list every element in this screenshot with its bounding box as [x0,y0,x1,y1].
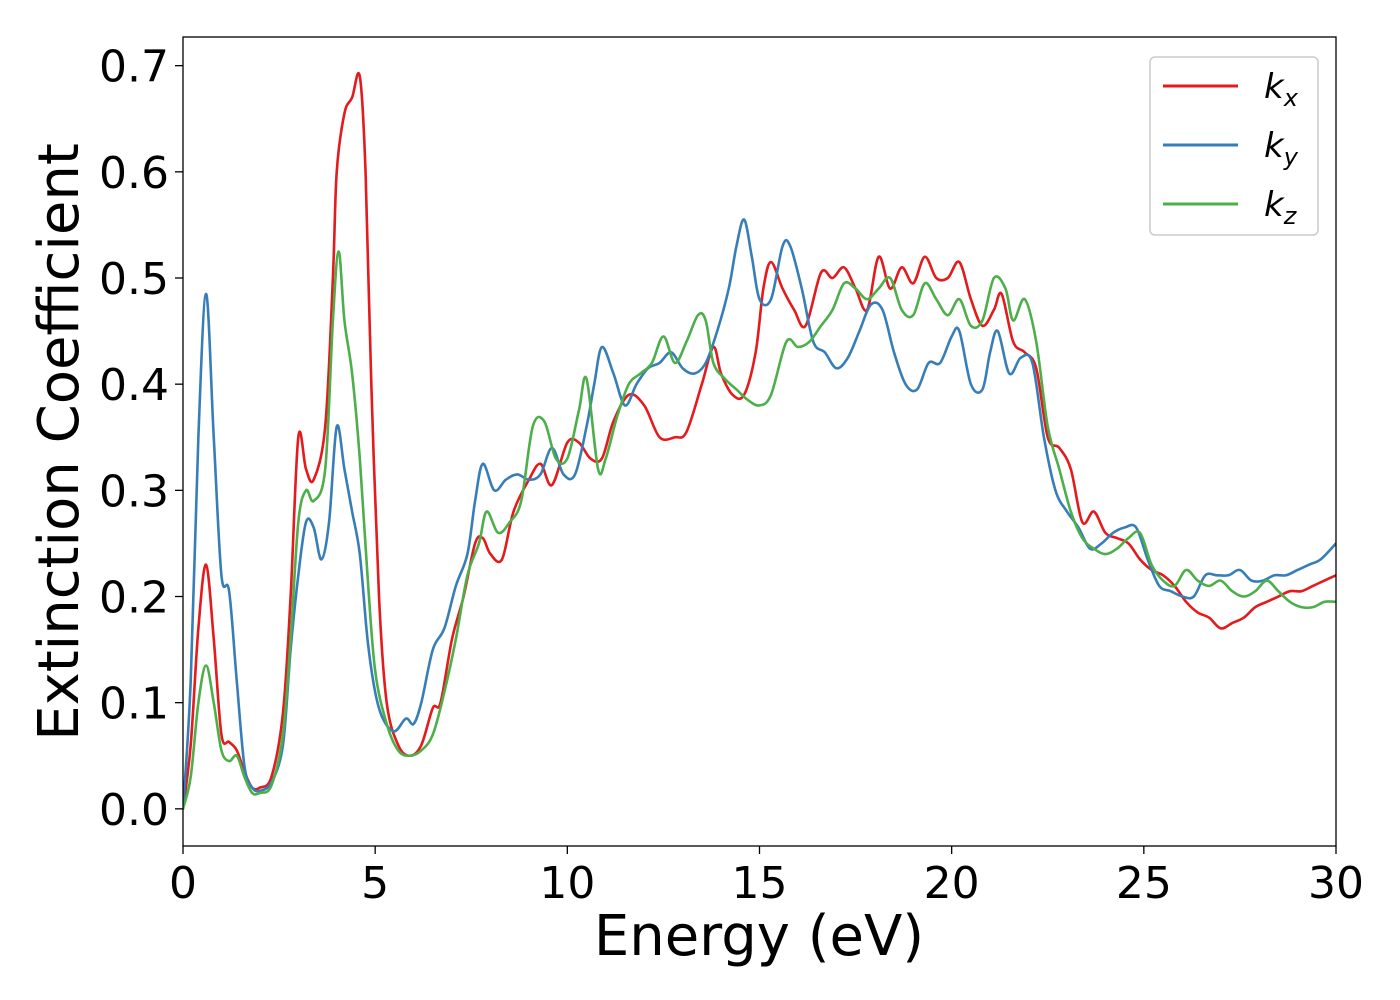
y-tick-label: 0.3 [99,466,169,517]
y-tick-label: 0.1 [99,679,169,730]
x-axis-title: Energy (eV) [594,904,924,969]
y-axis-title: Extinction Coefficient [27,143,92,741]
x-tick-label: 15 [732,858,788,909]
x-tick-label: 30 [1308,858,1364,909]
series-line-kz [183,250,1336,811]
y-tick-label: 0.7 [99,42,169,93]
x-tick-label: 0 [169,858,197,909]
x-tick-label: 20 [924,858,980,909]
x-tick-label: 10 [539,858,595,909]
series-lines [183,72,1336,811]
y-tick-label: 0.6 [99,148,169,199]
series-line-kx [183,72,1336,811]
series-line-ky [183,218,1336,811]
axes: 0 5 10 15 20 25 30 0.0 0.1 0.2 0.3 0.4 0.5 0.6 0.7 [99,36,1364,909]
x-tick-label: 5 [361,858,389,909]
legend-label-kx: kx [1264,67,1299,112]
y-tick-label: 0.2 [99,573,169,624]
y-tick-label: 0.5 [99,254,169,305]
x-tick-label: 25 [1116,858,1172,909]
plot-area [183,72,1336,811]
legend-label-ky: ky [1264,126,1299,171]
y-tick-label: 0.4 [99,360,169,411]
y-tick-label: 0.0 [99,785,169,836]
